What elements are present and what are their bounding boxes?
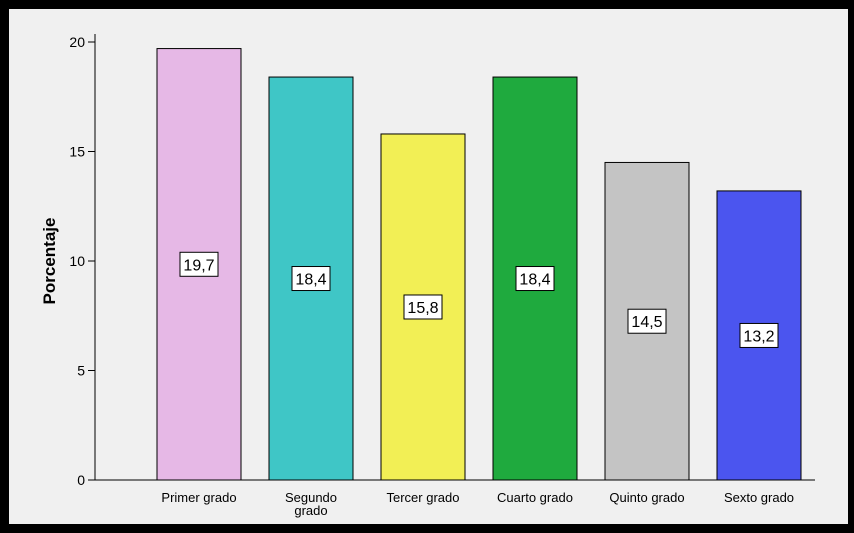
data-label-box [291, 266, 331, 292]
y-axis-label: Porcentaje [40, 218, 59, 305]
data-labels: 19,7 18,4 15,8 18,4 14,5 13,2 [179, 251, 779, 348]
data-label: 19,7 [183, 257, 214, 274]
data-label: 13,2 [743, 328, 774, 345]
x-tick-label: Tercer grado [387, 490, 460, 505]
data-label: 18,4 [519, 272, 550, 289]
bars [95, 48, 815, 481]
bar-chart: 0 5 10 15 20 19,7 18,4 15,8 18,4 14,5 13,2 Primer… [40, 34, 815, 518]
data-label: 14,5 [631, 314, 662, 331]
data-label-box [403, 294, 443, 320]
x-tick-label: Cuarto grado [497, 490, 573, 505]
y-axis: 0 5 10 15 20 [69, 34, 96, 488]
x-tick-labels: Primer grado Segundo grado Tercer grado Cuar… [161, 490, 794, 518]
y-tick-label: 15 [69, 144, 85, 160]
chart-area: 0 5 10 15 20 19,7 18,4 15,8 18,4 14,5 13,2 Primer… [9, 9, 848, 524]
x-tick-label: Quinto grado [609, 490, 684, 505]
y-tick-label: 20 [69, 34, 85, 50]
data-label-box [515, 266, 555, 292]
data-label: 18,4 [295, 272, 326, 289]
data-label-box [739, 322, 779, 348]
y-tick-label: 0 [77, 472, 85, 488]
x-tick-label: Segundo grado [285, 490, 337, 518]
x-tick-label: Sexto grado [724, 490, 794, 505]
data-label: 15,8 [407, 300, 438, 317]
x-tick-label: Primer grado [161, 490, 236, 505]
y-tick-label: 10 [69, 253, 85, 269]
data-label-box [179, 251, 219, 277]
y-tick-label: 5 [77, 363, 85, 379]
data-label-box [627, 308, 667, 334]
